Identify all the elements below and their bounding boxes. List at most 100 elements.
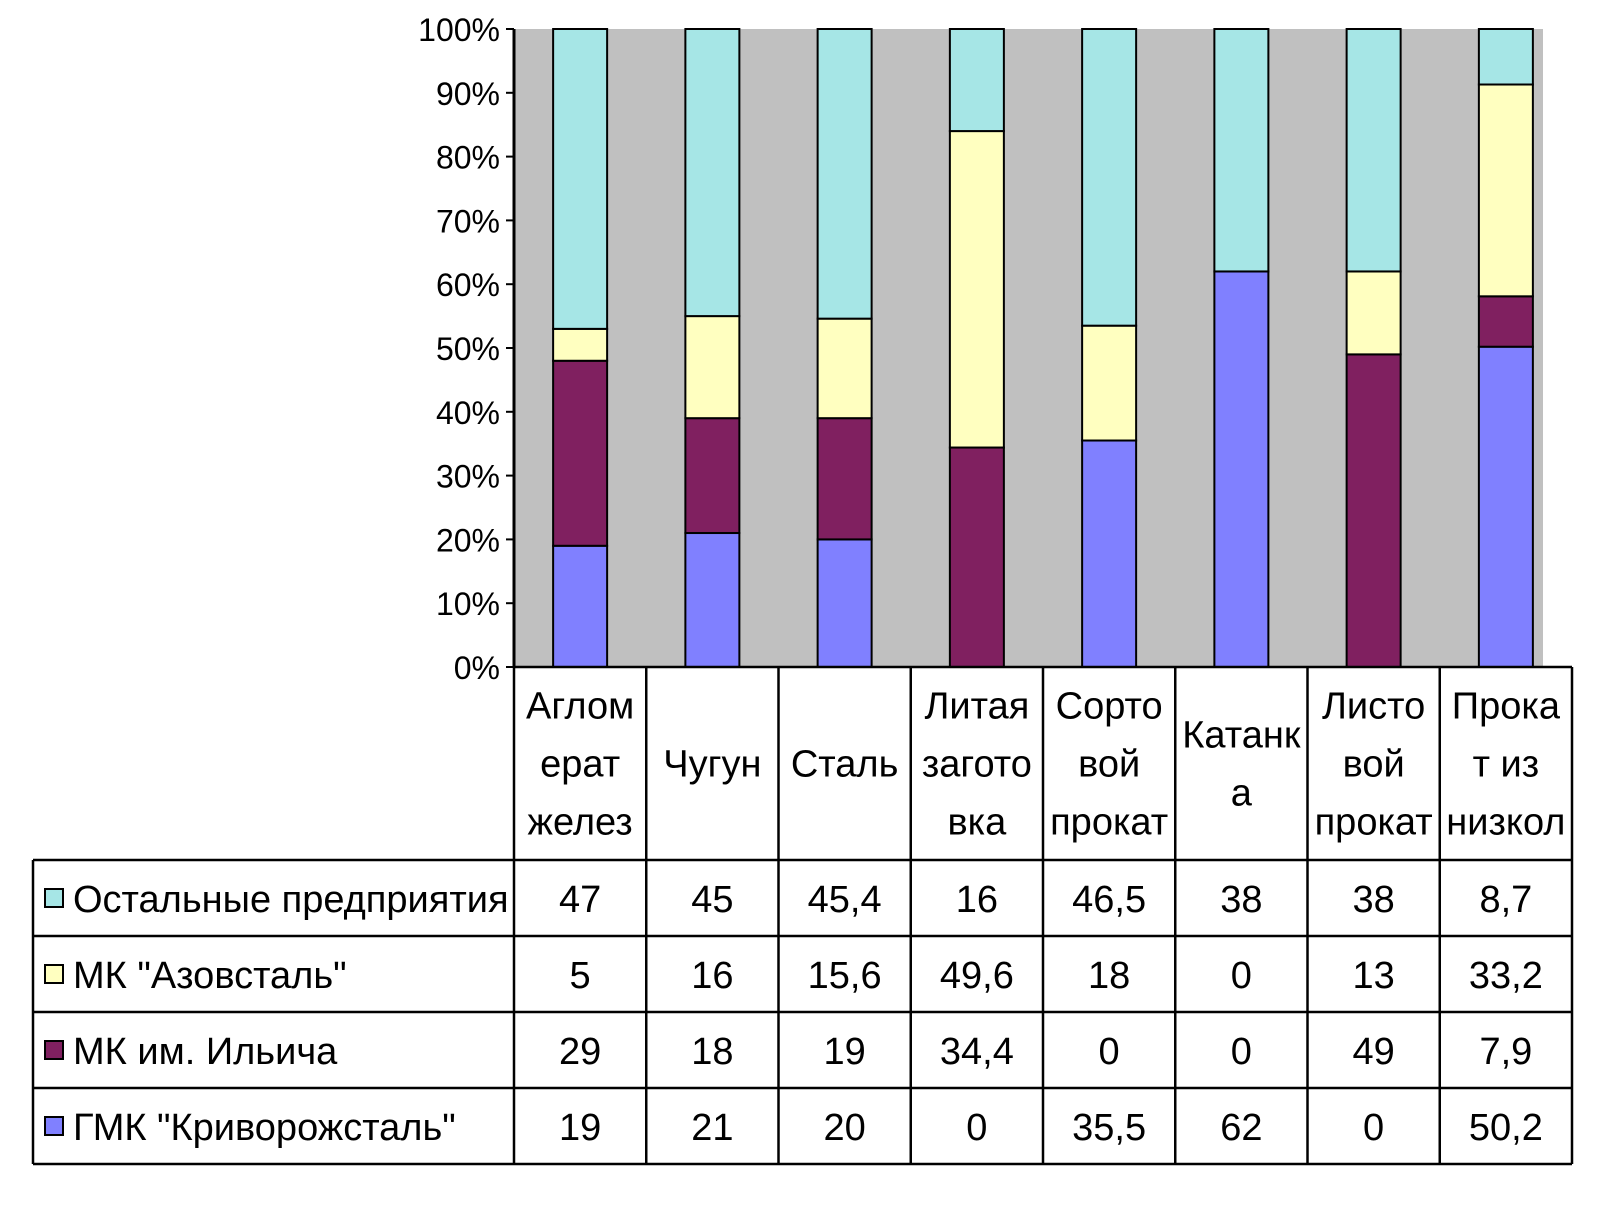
data-value: 19 bbox=[823, 1031, 865, 1073]
bar-segment-s1-c1 bbox=[684, 417, 741, 535]
bar-segment-s1-c7 bbox=[1477, 295, 1534, 348]
data-value: 50,2 bbox=[1469, 1107, 1543, 1149]
category-label: прокат bbox=[1050, 802, 1168, 844]
data-value: 34,4 bbox=[940, 1031, 1014, 1073]
y-tick-label: 80% bbox=[436, 140, 500, 176]
y-tick-label: 40% bbox=[436, 395, 500, 431]
data-table: Аглом ерат желез Чугун Сталь Литая загото вка Со… bbox=[31, 665, 1574, 1166]
bar-segment-s1-c0 bbox=[552, 359, 609, 547]
data-value: 0 bbox=[1363, 1107, 1384, 1149]
data-value: 18 bbox=[1088, 955, 1130, 997]
data-value: 16 bbox=[691, 955, 733, 997]
bar-segment-s3-c4 bbox=[1081, 28, 1138, 327]
category-label: ерат bbox=[540, 744, 620, 786]
category-label: Сталь bbox=[791, 744, 899, 786]
bar-segment-s1-c6 bbox=[1345, 353, 1402, 668]
bar-segment-s3-c2 bbox=[816, 28, 873, 320]
bars bbox=[552, 28, 1534, 669]
data-value: 5 bbox=[570, 955, 591, 997]
bar-segment-s0-c0 bbox=[552, 544, 609, 669]
y-tick-label: 20% bbox=[436, 522, 500, 558]
data-value: 45,4 bbox=[808, 879, 882, 921]
y-tick-label: 0% bbox=[454, 650, 500, 686]
data-value: 19 bbox=[559, 1107, 601, 1149]
data-value: 15,6 bbox=[808, 955, 882, 997]
data-value: 29 bbox=[559, 1031, 601, 1073]
data-value: 13 bbox=[1352, 955, 1394, 997]
series-name: Остальные предприятия bbox=[73, 879, 509, 921]
y-tick-label: 10% bbox=[436, 586, 500, 622]
data-value: 21 bbox=[691, 1107, 733, 1149]
data-value: 38 bbox=[1220, 879, 1262, 921]
data-value: 62 bbox=[1220, 1107, 1262, 1149]
bar-segment-s2-c6 bbox=[1345, 270, 1402, 356]
bar-segment-s2-c7 bbox=[1477, 83, 1534, 298]
bar-segment-s2-c1 bbox=[684, 315, 741, 420]
category-label: Чугун bbox=[663, 744, 761, 786]
data-value: 33,2 bbox=[1469, 955, 1543, 997]
series-name: ГМК "Криворожсталь" bbox=[73, 1107, 456, 1149]
y-tick-label: 100% bbox=[418, 12, 500, 48]
data-value: 0 bbox=[1231, 955, 1252, 997]
category-label: Аглом bbox=[526, 686, 634, 728]
legend-key bbox=[44, 1040, 64, 1060]
data-value: 0 bbox=[1231, 1031, 1252, 1073]
data-value: 7,9 bbox=[1479, 1031, 1532, 1073]
bar-segment-s1-c2 bbox=[816, 417, 873, 541]
series-name: МК им. Ильича bbox=[73, 1031, 338, 1073]
bar-segment-s0-c1 bbox=[684, 532, 741, 669]
bar-segment-s3-c6 bbox=[1345, 28, 1402, 273]
bar-segment-s3-c0 bbox=[552, 28, 609, 330]
data-value: 47 bbox=[559, 879, 601, 921]
data-value: 20 bbox=[823, 1107, 865, 1149]
category-label: вой bbox=[1078, 744, 1140, 786]
data-value: 18 bbox=[691, 1031, 733, 1073]
category-label: Катанк bbox=[1182, 715, 1301, 757]
y-tick-label: 30% bbox=[436, 459, 500, 495]
bar-segment-s0-c7 bbox=[1477, 345, 1534, 668]
bar-segment-s0-c5 bbox=[1213, 270, 1270, 668]
category-label: т из bbox=[1473, 744, 1540, 786]
data-value: 0 bbox=[1099, 1031, 1120, 1073]
category-label: желез bbox=[528, 802, 633, 844]
bar-segment-s3-c5 bbox=[1213, 28, 1270, 273]
category-label: Листо bbox=[1322, 686, 1425, 728]
bar-segment-s2-c3 bbox=[948, 130, 1005, 449]
category-label: а bbox=[1231, 773, 1253, 815]
bar-segment-s1-c3 bbox=[948, 446, 1005, 669]
legend-key bbox=[44, 888, 64, 908]
data-value: 8,7 bbox=[1479, 879, 1532, 921]
y-tick-label: 50% bbox=[436, 331, 500, 367]
bar-segment-s0-c4 bbox=[1081, 439, 1138, 669]
legend-key bbox=[44, 1116, 64, 1136]
bar-segment-s2-c4 bbox=[1081, 324, 1138, 442]
data-value: 38 bbox=[1352, 879, 1394, 921]
category-label: прокат bbox=[1315, 802, 1433, 844]
y-tick-label: 60% bbox=[436, 267, 500, 303]
category-label: Прока bbox=[1452, 686, 1561, 728]
y-tick-label: 70% bbox=[436, 203, 500, 239]
data-value: 49,6 bbox=[940, 955, 1014, 997]
bar-segment-s3-c7 bbox=[1477, 28, 1534, 86]
data-value: 0 bbox=[966, 1107, 987, 1149]
bar-segment-s3-c3 bbox=[948, 28, 1005, 133]
data-value: 49 bbox=[1352, 1031, 1394, 1073]
category-label: Сорто bbox=[1056, 686, 1163, 728]
y-tick-label: 90% bbox=[436, 76, 500, 112]
data-value: 46,5 bbox=[1072, 879, 1146, 921]
legend-key bbox=[44, 964, 64, 984]
bar-segment-s2-c0 bbox=[552, 327, 609, 362]
series-name: МК "Азовсталь" bbox=[73, 955, 347, 997]
bar-segment-s3-c1 bbox=[684, 28, 741, 318]
data-value: 45 bbox=[691, 879, 733, 921]
category-label: Литая bbox=[924, 686, 1029, 728]
y-axis: 0% 10% 20% 30% 40% 50% 60% 70% 80% 90% 100% bbox=[418, 12, 516, 686]
category-label: низкол bbox=[1446, 802, 1565, 844]
category-label: загото bbox=[922, 744, 1032, 786]
data-value: 35,5 bbox=[1072, 1107, 1146, 1149]
category-label: вка bbox=[947, 802, 1007, 844]
bar-segment-s0-c2 bbox=[816, 538, 873, 669]
bar-segment-s2-c2 bbox=[816, 317, 873, 420]
